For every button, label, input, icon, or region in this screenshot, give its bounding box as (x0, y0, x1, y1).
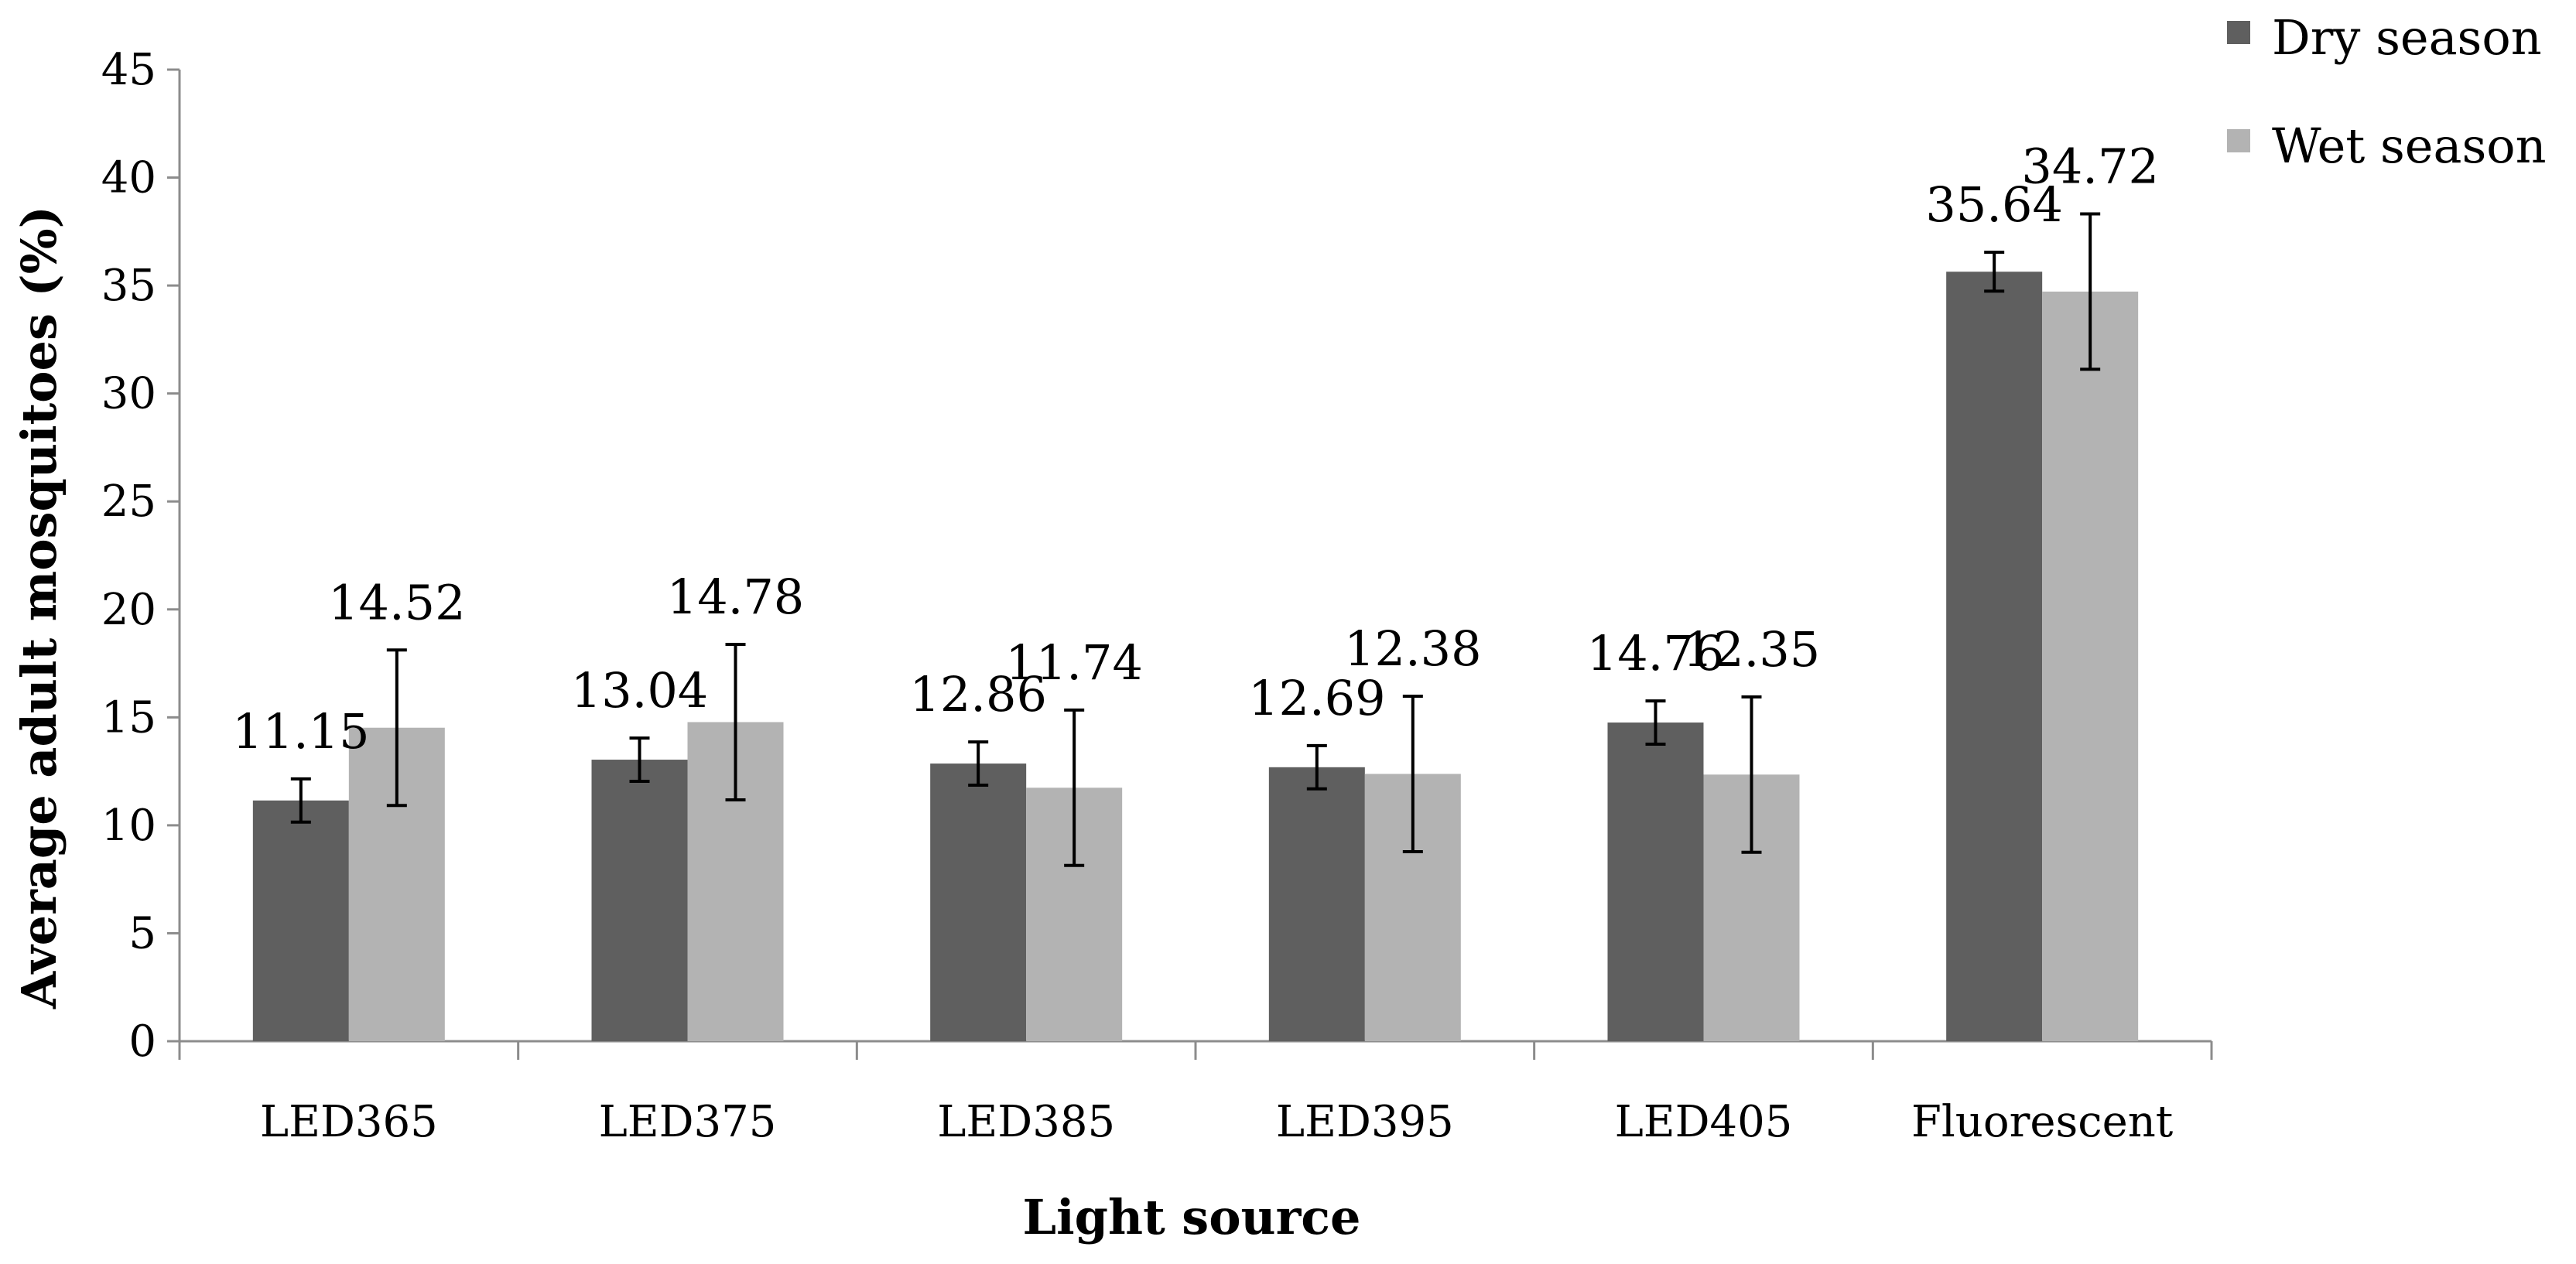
data-label: 14.78 (667, 569, 805, 625)
x-tick-label: LED385 (937, 1097, 1115, 1147)
data-label: 14.76 (1587, 625, 1725, 682)
y-tick-label: 5 (128, 908, 156, 958)
legend-label-wet: Wet season (2272, 118, 2547, 174)
bar-dry-season-led375 (591, 760, 688, 1041)
y-tick-label: 35 (101, 261, 156, 311)
x-axis: LED365 LED375 LED385 LED395 LED405 Fluorescen… (178, 1040, 2213, 1147)
error-bars (290, 212, 2101, 867)
data-label: 11.74 (1005, 634, 1143, 691)
bar-dry-season-led405 (1607, 723, 1704, 1041)
bar-dry-season-led365 (252, 800, 349, 1041)
legend-swatch-wet (2227, 129, 2250, 152)
y-tick-label: 25 (101, 477, 156, 527)
y-tick-label: 0 (128, 1016, 156, 1067)
data-label: 12.86 (909, 666, 1047, 723)
x-tick-label: LED365 (260, 1097, 438, 1147)
x-tick-label: LED395 (1276, 1097, 1454, 1147)
y-tick-label: 10 (101, 801, 156, 851)
data-label: 12.38 (1344, 620, 1482, 677)
x-tick-label: Fluorescent (1911, 1097, 2174, 1147)
y-axis-title: Average adult mosquitoes (%) (11, 206, 67, 1009)
data-label: 34.72 (2021, 138, 2159, 194)
y-axis: 0 5 10 15 20 25 30 35 40 45 (101, 45, 181, 1067)
data-labels: 11.15 13.04 12.86 12.69 14.76 35.64 14.52 14.78… (232, 138, 2159, 759)
y-tick-label: 20 (101, 585, 156, 635)
bar-wet-season-fluorescent (2042, 291, 2139, 1041)
data-label: 12.35 (1683, 621, 1821, 678)
bar-dry-season-led385 (930, 764, 1027, 1041)
data-label: 12.69 (1248, 670, 1386, 726)
bars (252, 272, 2139, 1041)
y-tick-label: 15 (101, 692, 156, 743)
legend: Dry season Wet season (2227, 9, 2547, 174)
y-tick-label: 40 (101, 153, 156, 203)
y-tick-label: 45 (101, 45, 156, 95)
x-tick-label: LED405 (1615, 1097, 1793, 1147)
data-label: 11.15 (232, 703, 370, 760)
bar-dry-season-fluorescent (1946, 272, 2043, 1041)
data-label: 13.04 (571, 662, 709, 719)
data-label: 35.64 (1925, 176, 2063, 233)
x-tick-label: LED375 (599, 1097, 777, 1147)
legend-swatch-dry (2227, 21, 2250, 44)
legend-label-dry: Dry season (2272, 9, 2542, 66)
bar-dry-season-led395 (1268, 767, 1365, 1041)
y-tick-label: 30 (101, 369, 156, 419)
data-label: 14.52 (328, 574, 466, 630)
x-axis-title: Light source (1023, 1189, 1361, 1245)
